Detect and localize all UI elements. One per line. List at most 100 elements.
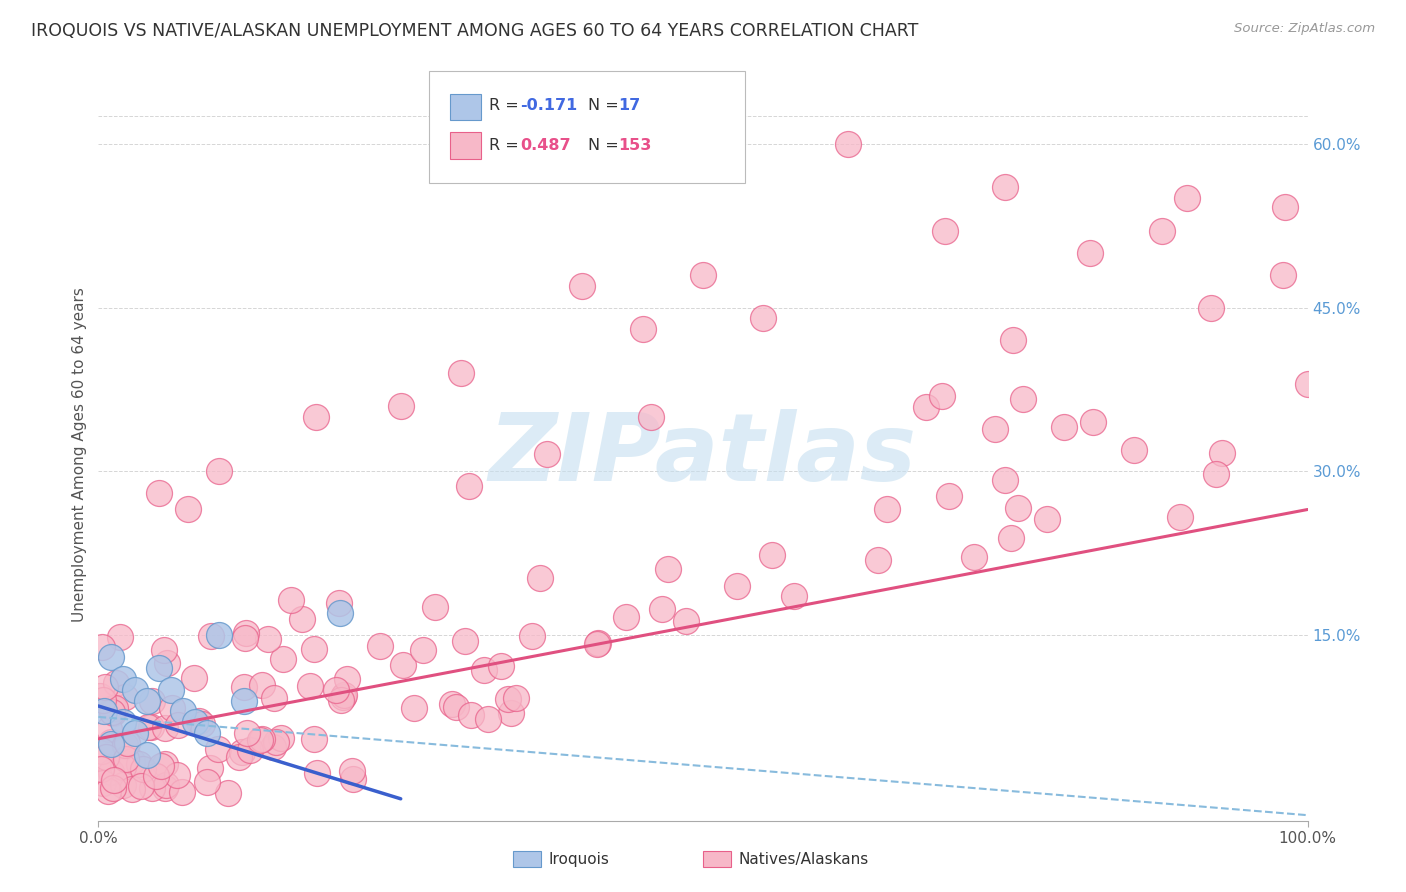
Point	[103, 700, 125, 714]
Point	[505, 690, 527, 705]
Point	[207, 741, 229, 756]
Point	[342, 772, 364, 786]
Point	[184, 715, 207, 730]
Text: 153: 153	[619, 138, 652, 153]
Point	[103, 772, 125, 787]
Point	[402, 700, 425, 714]
Point	[340, 764, 363, 778]
Point	[963, 550, 986, 565]
Point	[280, 593, 302, 607]
Point	[1296, 376, 1319, 391]
Point	[262, 739, 284, 754]
Point	[114, 752, 136, 766]
Point	[148, 486, 170, 500]
Point	[692, 268, 714, 282]
Text: Iroquois: Iroquois	[548, 853, 609, 867]
Point	[200, 629, 222, 643]
Point	[1272, 268, 1295, 282]
Point	[217, 786, 239, 800]
Point	[94, 680, 117, 694]
Point	[866, 553, 889, 567]
Point	[1205, 467, 1227, 482]
Point	[586, 637, 609, 651]
Point	[160, 682, 183, 697]
Point	[938, 489, 960, 503]
Point	[131, 762, 153, 776]
Point	[651, 602, 673, 616]
Point	[496, 691, 519, 706]
Point	[725, 579, 748, 593]
Point	[1078, 246, 1101, 260]
Point	[472, 663, 495, 677]
Point	[249, 733, 271, 747]
Point	[233, 631, 256, 645]
Point	[231, 746, 253, 760]
Point	[1053, 420, 1076, 434]
Point	[368, 639, 391, 653]
Point	[657, 561, 679, 575]
Point	[1007, 501, 1029, 516]
Y-axis label: Unemployment Among Ages 60 to 64 years: Unemployment Among Ages 60 to 64 years	[72, 287, 87, 623]
Point	[761, 548, 783, 562]
Point	[98, 723, 121, 737]
Point	[104, 675, 127, 690]
Point	[136, 720, 159, 734]
Point	[89, 690, 111, 704]
Point	[103, 781, 125, 796]
Point	[1001, 333, 1024, 347]
Point	[257, 632, 280, 647]
Point	[235, 625, 257, 640]
Point	[1199, 301, 1222, 315]
Point	[1211, 446, 1233, 460]
Point	[994, 473, 1017, 487]
Point	[162, 701, 184, 715]
Point	[984, 421, 1007, 435]
Point	[994, 180, 1017, 194]
Point	[752, 311, 775, 326]
Point	[166, 767, 188, 781]
Point	[333, 688, 356, 702]
Point	[195, 726, 218, 740]
Point	[150, 759, 173, 773]
Point	[153, 781, 176, 796]
Text: -0.171: -0.171	[520, 98, 578, 112]
Point	[191, 716, 214, 731]
Point	[837, 136, 859, 151]
Point	[100, 737, 122, 751]
Point	[1274, 200, 1296, 214]
Point	[412, 643, 434, 657]
Text: ZIPatlas: ZIPatlas	[489, 409, 917, 501]
Text: Natives/Alaskans: Natives/Alaskans	[738, 853, 869, 867]
Point	[489, 659, 512, 673]
Point	[423, 600, 446, 615]
Point	[232, 693, 254, 707]
Point	[444, 700, 467, 714]
Point	[198, 761, 221, 775]
Point	[233, 680, 256, 694]
Point	[135, 748, 157, 763]
Point	[450, 366, 472, 380]
Point	[111, 715, 134, 730]
Point	[302, 642, 325, 657]
Point	[330, 693, 353, 707]
Point	[112, 778, 135, 792]
Point	[183, 671, 205, 685]
Point	[477, 712, 499, 726]
Point	[112, 760, 135, 774]
Point	[263, 691, 285, 706]
Point	[177, 502, 200, 516]
Point	[170, 785, 193, 799]
Point	[228, 750, 250, 764]
Text: R =: R =	[489, 98, 524, 112]
Point	[124, 726, 146, 740]
Point	[336, 672, 359, 686]
Point	[325, 683, 347, 698]
Point	[195, 774, 218, 789]
Point	[783, 589, 806, 603]
Point	[187, 714, 209, 729]
Point	[166, 718, 188, 732]
Point	[93, 705, 115, 719]
Point	[153, 757, 176, 772]
Point	[148, 661, 170, 675]
Point	[250, 678, 273, 692]
